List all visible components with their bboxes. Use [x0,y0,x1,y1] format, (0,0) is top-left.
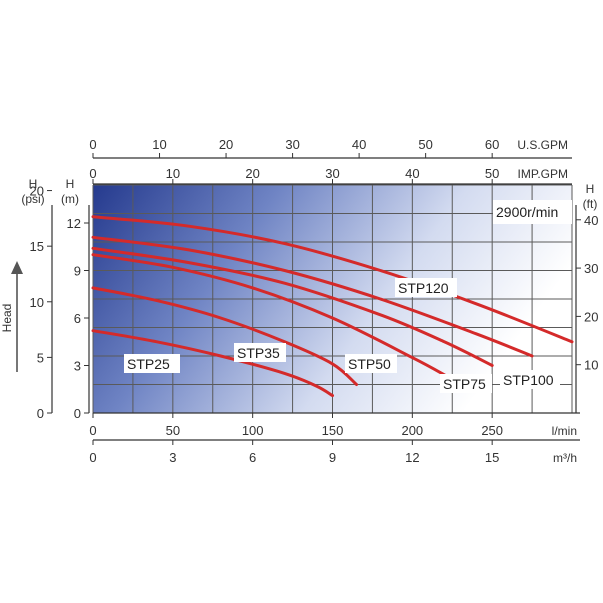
curve-label-stp75: STP75 [443,376,486,392]
m3h-tick-label: 9 [329,450,336,465]
curve-label-bg [234,343,286,362]
curve-stp100 [91,235,534,358]
psi-tick-label: 10 [30,295,44,310]
ft-tick-label: 10 [584,358,598,373]
ft-tick-label: 40 [584,213,598,228]
ft-tick-label: 20 [584,309,598,324]
head-side-label: Head [0,304,14,333]
curve-stp35 [91,286,358,386]
curve-labels: STP25 STP35 STP50 STP75 STP100 STP120 [124,278,560,393]
us-gpm-tick-label: 50 [418,137,432,152]
m3h-axis-label: m³/h [553,451,577,465]
speed-label: 2900r/min [496,204,558,220]
curve-label-stp25: STP25 [127,356,170,372]
m3h-tick-label: 6 [249,450,256,465]
us-gpm-tick-label: 40 [352,137,366,152]
performance-curves [91,215,574,398]
psi-tick-label: 20 [30,184,44,199]
curve-stp50 [91,253,449,379]
imp-gpm-axis-label: IMP.GPM [518,167,568,181]
imp-gpm-tick-label: 10 [166,166,180,181]
lmin-tick-label: 200 [401,423,423,438]
ft-axis-unit: (ft) [583,197,598,211]
psi-tick-label: 15 [30,239,44,254]
lmin-tick-label: 50 [166,423,180,438]
imp-gpm-tick-label: 0 [89,166,96,181]
curve-label-bg [345,354,397,373]
curve-label-stp50: STP50 [348,356,391,372]
curve-label-bg [395,278,457,297]
psi-axis-unit: (psi) [21,192,44,206]
lmin-tick-label: 250 [481,423,503,438]
ft-axis-title: H [586,182,595,196]
us-gpm-tick-label: 20 [219,137,233,152]
m3h-tick-label: 12 [405,450,419,465]
curve-stp75 [91,246,494,367]
curve-label-stp120: STP120 [398,280,449,296]
imp-gpm-tick-label: 40 [405,166,419,181]
m3h-tick-label: 15 [485,450,499,465]
lmin-axis-label: l/min [552,424,577,438]
speed-label-box [493,200,572,224]
curve-stp120 [91,215,574,344]
psi-tick-label: 0 [37,406,44,421]
m3h-tick-label: 3 [169,450,176,465]
us-gpm-tick-label: 0 [89,137,96,152]
head-m-tick-label: 0 [74,406,81,421]
head-m-axis-unit: (m) [61,192,79,206]
us-gpm-tick-label: 60 [485,137,499,152]
head-m-tick-label: 12 [67,216,81,231]
curve-label-bg [440,374,492,393]
lmin-tick-label: 0 [89,423,96,438]
head-m-axis-title: H [66,177,75,191]
imp-gpm-tick-label: 50 [485,166,499,181]
curve-label-stp100: STP100 [503,372,554,388]
curve-label-stp35: STP35 [237,345,280,361]
us-gpm-tick-label: 30 [285,137,299,152]
head-m-tick-label: 6 [74,311,81,326]
us-gpm-tick-label: 10 [152,137,166,152]
psi-axis-title: H [29,177,38,191]
curve-label-bg [124,354,180,373]
curve-stp25 [91,329,334,398]
head-arrow [11,261,23,372]
head-m-tick-label: 9 [74,264,81,279]
lmin-tick-label: 100 [242,423,264,438]
m3h-tick-label: 0 [89,450,96,465]
head-m-tick-label: 3 [74,359,81,374]
curve-label-bg [500,370,560,389]
us-gpm-axis-label: U.S.GPM [517,138,568,152]
imp-gpm-tick-label: 30 [325,166,339,181]
psi-tick-label: 5 [37,350,44,365]
imp-gpm-tick-label: 20 [245,166,259,181]
ft-tick-label: 30 [584,261,598,276]
lmin-tick-label: 150 [322,423,344,438]
